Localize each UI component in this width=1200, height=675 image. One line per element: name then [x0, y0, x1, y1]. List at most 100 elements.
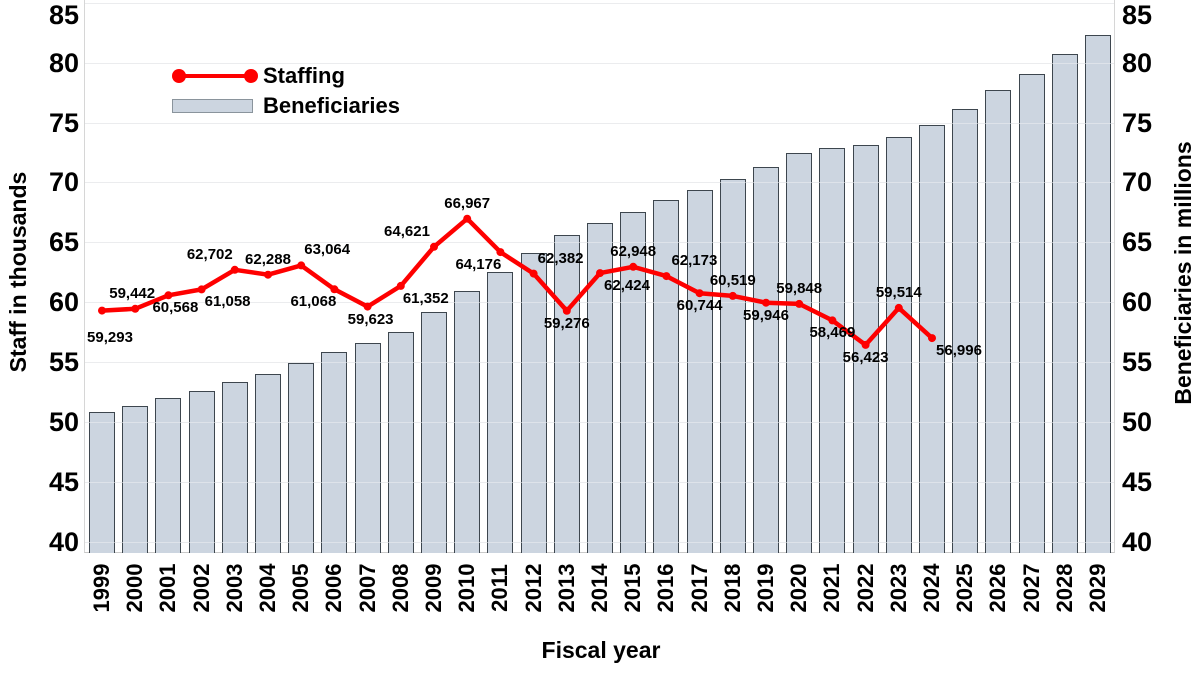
legend-label-staffing: Staffing [263, 63, 345, 88]
gridline-over-85 [85, 2, 1114, 4]
staffing-label-2011: 64,176 [455, 256, 502, 274]
staffing-label-2008: 61,352 [402, 289, 449, 307]
staffing-line-marker-icon [176, 74, 254, 78]
staffing-label-2010: 66,967 [444, 194, 491, 212]
bar-2009 [421, 311, 447, 553]
y-left-tick-45: 45 [48, 466, 79, 497]
gridline-over-40 [85, 541, 1114, 543]
bar-2013 [553, 235, 580, 553]
staffing-label-2009: 64,621 [384, 222, 430, 240]
y-right-tick-40: 40 [1122, 526, 1153, 557]
bar-2007 [354, 342, 381, 553]
x-tick-2024: 2024 [919, 563, 944, 613]
x-tick-2029: 2029 [1085, 563, 1110, 613]
bar-2015 [620, 212, 647, 553]
y-left-tick-75: 75 [48, 107, 79, 138]
y-right-tick-65: 65 [1122, 227, 1153, 258]
y-left-tick-65: 65 [48, 227, 79, 258]
y-axis-left-title: Staff in thousands [5, 171, 31, 373]
bar-2027 [1018, 73, 1045, 553]
staffing-dot-left-icon [172, 69, 186, 83]
x-tick-2018: 2018 [719, 563, 745, 613]
x-tick-2025: 2025 [952, 563, 978, 613]
gridline-over-70 [85, 182, 1114, 184]
staffing-label-2023: 59,514 [875, 283, 922, 301]
y-right-tick-50: 50 [1122, 406, 1153, 437]
bar-2025 [952, 109, 979, 553]
bar-2011 [487, 272, 514, 553]
staffing-label-2016: 62,173 [671, 252, 718, 270]
x-tick-2027: 2027 [1018, 563, 1044, 613]
staffing-label-2012: 62,382 [537, 249, 584, 267]
gridline-over-55 [85, 361, 1114, 363]
y-left-tick-55: 55 [48, 346, 79, 377]
bar-2026 [985, 90, 1012, 553]
x-tick-2004: 2004 [255, 563, 280, 613]
bar-2012 [520, 253, 547, 553]
x-tick-2028: 2028 [1051, 563, 1077, 613]
bar-2006 [321, 352, 348, 553]
x-tick-2016: 2016 [653, 563, 679, 613]
x-tick-2011: 2011 [487, 564, 513, 612]
y-right-tick-55: 55 [1122, 346, 1153, 377]
legend-label-beneficiaries: Beneficiaries [263, 93, 400, 118]
x-tick-1999: 1999 [89, 563, 114, 613]
x-tick-2007: 2007 [354, 563, 380, 613]
bar-2023 [885, 136, 912, 553]
bar-2028 [1051, 54, 1078, 553]
x-tick-2009: 2009 [421, 563, 446, 613]
y-left-tick-85: 85 [48, 0, 79, 30]
bar-2003 [221, 382, 248, 553]
gridline-over-45 [85, 481, 1114, 483]
staffing-label-2002: 61,058 [204, 293, 251, 311]
staffing-label-2001: 60,568 [152, 299, 199, 317]
x-tick-2026: 2026 [985, 563, 1011, 613]
x-tick-2005: 2005 [288, 563, 314, 613]
gridline-over-80 [85, 62, 1114, 64]
bar-2008 [387, 332, 414, 553]
x-tick-2015: 2015 [620, 563, 646, 613]
staffing-label-2017: 60,744 [676, 297, 723, 315]
y-left-tick-60: 60 [48, 287, 79, 318]
bar-2000 [122, 406, 149, 553]
staffing-label-2015: 62,948 [610, 242, 657, 260]
gridline-over-50 [85, 421, 1114, 423]
x-tick-2008: 2008 [387, 563, 413, 613]
staffing-label-2018: 60,519 [709, 271, 756, 289]
staffing-dot-right-icon [244, 69, 258, 83]
bar-2005 [288, 363, 315, 553]
x-axis-title: Fiscal year [541, 637, 661, 663]
x-tick-2020: 2020 [786, 563, 812, 613]
beneficiaries-swatch-icon [172, 99, 253, 113]
staffing-label-2000: 59,442 [109, 284, 156, 302]
x-tick-2001: 2001 [155, 563, 181, 613]
staffing-label-2006: 61,068 [290, 293, 337, 311]
staffing-label-1999: 59,293 [87, 328, 133, 346]
y-left-tick-50: 50 [48, 406, 79, 437]
y-axis-right-title: Beneficiaries in millions [1170, 141, 1196, 405]
y-right-tick-75: 75 [1122, 107, 1153, 138]
y-left-tick-70: 70 [48, 167, 79, 198]
bar-2020 [786, 152, 813, 553]
staffing-label-2003: 62,702 [186, 245, 233, 263]
staffing-label-2005: 63,064 [304, 241, 351, 259]
bar-2014 [587, 223, 613, 553]
bar-2022 [852, 145, 879, 553]
bar-2018 [719, 178, 746, 553]
staffing-label-2004: 62,288 [245, 250, 291, 268]
bar-2002 [188, 390, 215, 553]
x-tick-2012: 2012 [520, 563, 546, 613]
bar-2004 [255, 373, 281, 553]
y-right-tick-60: 60 [1122, 287, 1153, 318]
y-right-tick-70: 70 [1122, 167, 1153, 198]
staffing-label-2024: 56,996 [936, 342, 982, 360]
x-tick-2010: 2010 [454, 563, 480, 613]
staffing-label-2007: 59,623 [347, 310, 394, 328]
bar-2024 [919, 124, 945, 553]
y-right-tick-80: 80 [1122, 47, 1153, 78]
bar-2019 [753, 166, 779, 553]
x-tick-2014: 2014 [587, 563, 612, 613]
bar-2021 [819, 147, 846, 553]
x-tick-2000: 2000 [122, 563, 148, 613]
staffing-label-2022: 56,423 [842, 348, 889, 366]
